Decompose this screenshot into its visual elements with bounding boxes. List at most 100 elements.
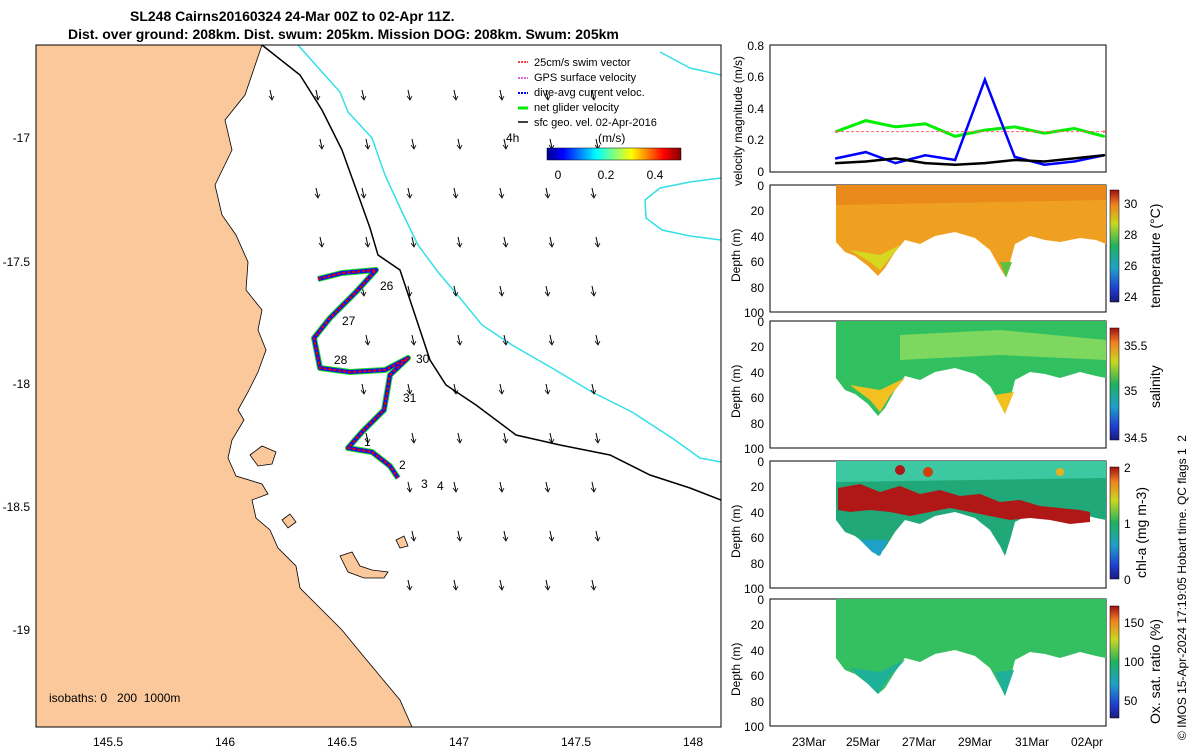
salinity-salty-bottom: [995, 392, 1014, 414]
current-vector: [591, 187, 595, 198]
current-vector-head: [268, 95, 275, 101]
current-vector-head: [406, 585, 413, 591]
y-tick-label: 100: [744, 442, 764, 456]
series-point: [983, 161, 987, 165]
series-point: [864, 160, 867, 163]
y-tick-label: 80: [751, 695, 765, 709]
current-vector-head: [548, 242, 555, 248]
current-vector: [457, 530, 461, 541]
legend-entry: dive-avg current veloc.: [534, 87, 645, 99]
chla-blob: [1056, 468, 1064, 476]
chla-surface-low: [836, 461, 1106, 482]
current-vector-head: [410, 340, 417, 346]
colorbar-tick: 24: [1124, 290, 1138, 304]
depth-ylabel: Depth (m): [729, 643, 743, 696]
current-vector-head: [406, 487, 413, 493]
y-tick-label: 0: [757, 165, 764, 179]
series-point: [1102, 135, 1106, 138]
colorbar-tick: 1: [1124, 517, 1131, 531]
series-point: [924, 161, 927, 165]
current-vector: [545, 481, 549, 492]
velocity-panel: 0 0.2 0.4 0.6 0.8 velocity magnitude (m/…: [731, 39, 1107, 186]
x-tick-label: 147: [449, 735, 469, 749]
colorbar-unit: (m/s): [598, 131, 625, 145]
x-tick-label: 146.5: [327, 735, 357, 749]
salinity-colorbar: [1109, 327, 1120, 441]
x-tick-label: 145.5: [93, 735, 123, 749]
series-point: [983, 128, 987, 132]
current-vector-head: [410, 242, 417, 248]
x-tick-label: 02Apr: [1071, 735, 1103, 749]
current-vector-head: [410, 536, 417, 542]
y-tick-label: 40: [751, 644, 765, 658]
current-vector-head: [452, 95, 459, 101]
colorbar-label: chl-a (mg m-3): [1133, 487, 1149, 578]
current-vector: [407, 187, 411, 198]
temperature-colorbar: [1109, 189, 1120, 303]
y-tick-label: 60: [751, 669, 765, 683]
current-vector-head: [406, 291, 413, 297]
colorbar-tick: 100: [1124, 655, 1144, 669]
chla-colorbar: [1109, 466, 1120, 580]
current-vector-head: [548, 340, 555, 346]
series-point: [983, 78, 987, 81]
current-vector-head: [594, 438, 601, 444]
current-vector: [361, 383, 365, 394]
current-vector-head: [318, 242, 325, 248]
series-point: [1043, 132, 1046, 135]
y-tick-label: 60: [751, 255, 765, 269]
series-point: [953, 135, 957, 138]
colorbar-tick: 0: [1124, 573, 1131, 587]
current-vector: [457, 334, 461, 345]
current-vector: [407, 383, 411, 394]
velocity-ylabel: velocity magnitude (m/s): [731, 56, 745, 186]
series-point: [864, 119, 867, 122]
series-point: [834, 161, 838, 165]
colorbar-tick: 26: [1124, 259, 1138, 273]
isobaths-label: isobaths: 0 200 1000m: [49, 691, 180, 705]
series-point: [834, 130, 838, 133]
current-vector-head: [314, 193, 321, 199]
current-vector: [319, 236, 323, 247]
colorbar-tick: 0.4: [647, 168, 664, 182]
speed-colorbar: [546, 147, 682, 161]
oxygen-colorbar: [1109, 605, 1120, 719]
current-vector-head: [364, 340, 371, 346]
land: [36, 45, 413, 727]
current-vector-head: [360, 95, 367, 101]
current-vector-head: [364, 438, 371, 444]
y-tick-label: 100: [744, 720, 764, 734]
oxygen-field: [836, 599, 1106, 696]
current-vector-head: [452, 487, 459, 493]
current-vector: [499, 383, 503, 394]
y-tick-label: 20: [751, 204, 765, 218]
title-line2: Dist. over ground: 208km. Dist. swum: 20…: [68, 26, 619, 42]
current-vector: [315, 187, 319, 198]
current-vector: [361, 89, 365, 100]
oxygen-panel: 0 20 40 60 80 100 Depth (m) 150 100 50 O…: [729, 593, 1163, 734]
current-vector: [361, 187, 365, 198]
isobath-1000m: [644, 177, 721, 241]
day-label: 3: [421, 477, 428, 491]
y-tick-label: 0: [757, 455, 764, 469]
y-tick-label: -17.5: [3, 255, 31, 269]
series-point: [894, 161, 897, 165]
colorbar-tick: 30: [1124, 197, 1138, 211]
series-point: [834, 157, 838, 160]
current-vector-head: [502, 340, 509, 346]
current-vector-head: [594, 242, 601, 248]
current-vector-head: [498, 585, 505, 591]
series-point: [953, 158, 957, 162]
y-tick-label: -18.5: [3, 500, 31, 514]
series-point: [1013, 155, 1016, 159]
legend-entry: GPS surface velocity: [534, 72, 637, 84]
colorbar-tick: 0.2: [598, 168, 615, 182]
current-vector-head: [502, 536, 509, 542]
current-vector: [453, 579, 457, 590]
y-tick-label: 0: [757, 593, 764, 607]
series-point: [1073, 160, 1076, 163]
current-vector: [407, 285, 411, 296]
velocity-yticks: 0 0.2 0.4 0.6 0.8: [747, 39, 764, 179]
current-vector-head: [452, 193, 459, 199]
temperature-field: [836, 185, 1106, 276]
